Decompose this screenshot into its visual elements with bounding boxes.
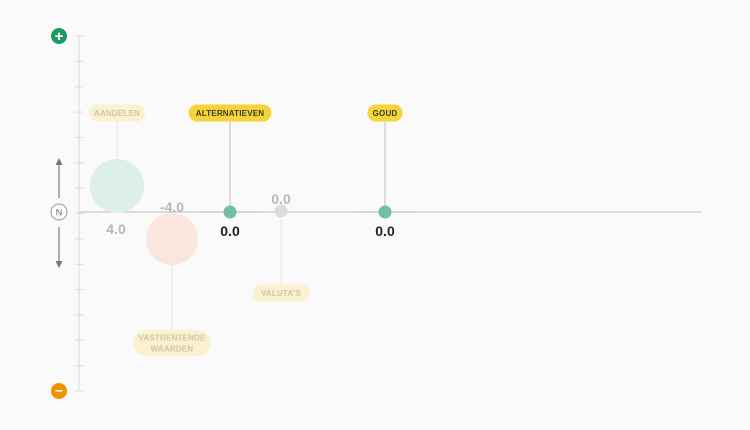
series-items: AANDELEN4.0VASTRENTENDEWAARDEN-4.0ALTERN… [88, 104, 415, 356]
plus-marker: + [51, 28, 67, 45]
series-item-valuta-s[interactable]: VALUTA'S 0.0 [252, 191, 310, 302]
tag-label: GOUD [373, 109, 398, 118]
minus-symbol: − [55, 383, 63, 399]
bubble-goud[interactable] [378, 205, 392, 219]
bubble-vastrentende-waarden[interactable] [146, 213, 198, 265]
tag-pill [188, 104, 272, 122]
tag-label: ALTERNATIEVEN [196, 109, 265, 118]
neutral-marker: N [50, 203, 68, 221]
tag-pill [252, 284, 310, 302]
value-label: -4.0 [160, 199, 184, 215]
value-label: 4.0 [106, 221, 126, 237]
series-item-vastrentende-waarden[interactable]: VASTRENTENDE WAARDEN -4.0 [133, 199, 211, 356]
arrow-down-icon [55, 227, 63, 268]
bubble-aandelen[interactable] [90, 159, 144, 213]
tag-pill [133, 330, 211, 356]
tag-label: WAARDEN [151, 345, 194, 354]
y-axis-ticks [75, 35, 83, 392]
tag-label: VALUTA'S [261, 289, 302, 298]
neutral-symbol: N [56, 208, 63, 218]
bubble-alternatieven[interactable] [223, 205, 237, 219]
value-label: 0.0 [375, 223, 395, 239]
series-item-aandelen[interactable]: AANDELEN 4.0 [88, 104, 146, 238]
tag-pill [367, 104, 403, 122]
plus-symbol: + [55, 28, 64, 45]
minus-marker: − [51, 383, 67, 399]
tag-label: AANDELEN [94, 109, 140, 118]
value-label: 0.0 [271, 191, 291, 207]
bubble-valuta-s[interactable] [274, 204, 288, 218]
series-item-alternatieven[interactable]: ALTERNATIEVEN 0.0 [188, 104, 272, 240]
series-item-goud[interactable]: GOUD 0.0 [355, 104, 415, 240]
tag-label: VASTRENTENDE [138, 334, 206, 343]
value-label: 0.0 [220, 223, 240, 239]
arrow-up-icon [55, 158, 63, 198]
tag-pill [88, 104, 146, 122]
